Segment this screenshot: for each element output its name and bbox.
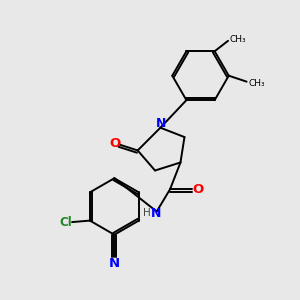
Text: CH₃: CH₃ <box>230 35 246 44</box>
Text: N: N <box>109 257 120 270</box>
Text: O: O <box>109 136 120 149</box>
Text: N: N <box>156 117 166 130</box>
Text: N: N <box>151 206 161 220</box>
Text: H: H <box>143 208 151 218</box>
Text: CH₃: CH₃ <box>248 79 265 88</box>
Text: O: O <box>192 183 203 196</box>
Text: Cl: Cl <box>59 216 72 229</box>
